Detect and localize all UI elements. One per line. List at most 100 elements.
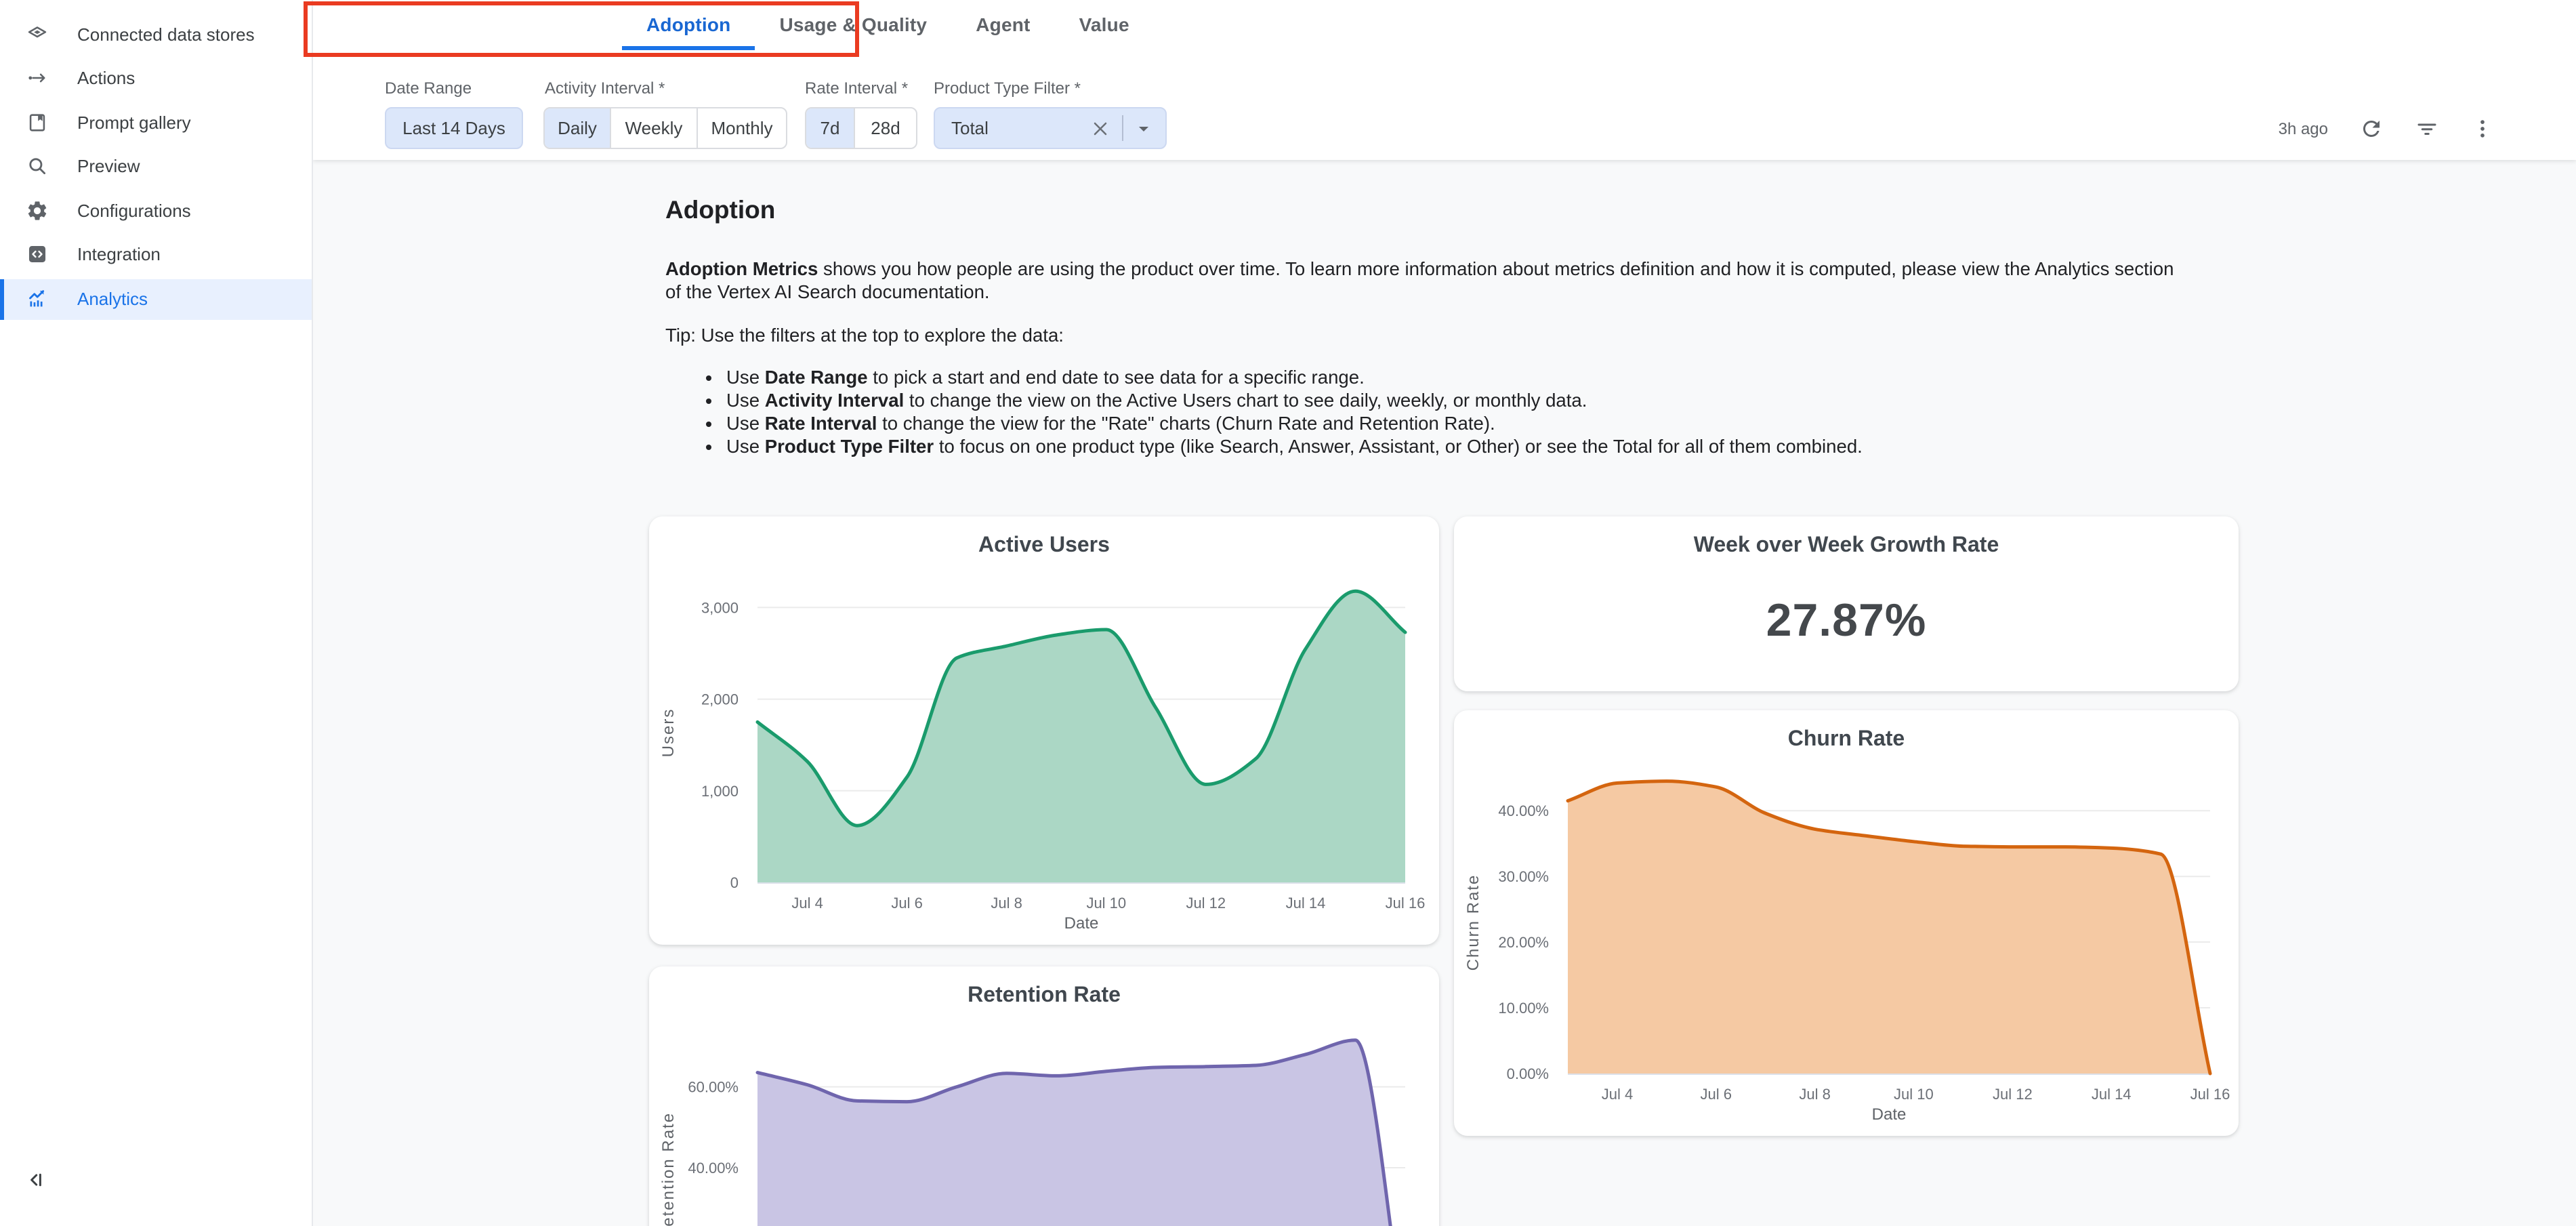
activity-interval-option-daily[interactable]: Daily (545, 108, 611, 148)
tip-bullet: Use Activity Interval to change the view… (726, 388, 2190, 411)
sidebar-item-label: Connected data stores (77, 24, 255, 44)
chart-title-retention-rate: Retention Rate (649, 966, 1439, 1008)
filter-icon[interactable] (2415, 116, 2439, 140)
sidebar-item-configurations[interactable]: Configurations (0, 190, 312, 231)
card-wow-growth-rate: Week over Week Growth Rate 27.87% (1454, 516, 2239, 691)
sidebar-item-connected-data-stores[interactable]: Connected data stores (0, 14, 312, 54)
svg-text:2,000: 2,000 (701, 691, 739, 708)
sidebar-item-analytics[interactable]: Analytics (0, 279, 312, 319)
stat-title-wow-growth: Week over Week Growth Rate (1454, 516, 2239, 558)
intro-paragraph: Adoption Metrics shows you how people ar… (665, 259, 2190, 304)
page-root: Connected data stores Actions Prompt galle… (0, 0, 2576, 1226)
svg-text:Jul 12: Jul 12 (1186, 895, 1226, 912)
sidebar-item-preview[interactable]: Preview (0, 146, 312, 187)
tip-bullet: Use Product Type Filter to focus on one … (726, 434, 2190, 457)
date-range-label: Date Range (385, 79, 472, 98)
sidebar-item-integration[interactable]: Integration (0, 234, 312, 275)
churn-rate-chart: 0.00% 10.00% 20.00% 30.00% 40.00% Jul 4 Jul 6 J… (1454, 758, 2239, 1143)
svg-text:40.00%: 40.00% (688, 1160, 739, 1177)
prompt-gallery-icon (26, 110, 49, 134)
svg-text:Jul 10: Jul 10 (1894, 1086, 1934, 1103)
activity-interval-option-weekly[interactable]: Weekly (611, 108, 698, 148)
svg-text:10.00%: 10.00% (1498, 1000, 1549, 1017)
preview-icon (26, 155, 49, 178)
svg-text:Jul 8: Jul 8 (1799, 1086, 1830, 1103)
active-users-chart: 01,0002,0003,000Jul 4Jul 6Jul 8Jul 10Jul… (649, 564, 1439, 952)
card-retention-rate: Retention Rate 0.00%20.00%40.00%60.00%Ju… (649, 966, 1439, 1226)
tip-bullet: Use Rate Interval to change the view for… (726, 411, 2190, 434)
tips-bullet-list: Use Date Range to pick a start and end d… (665, 365, 2190, 457)
chart-title-active-users: Active Users (649, 516, 1439, 558)
refresh-icon[interactable] (2359, 116, 2384, 140)
rate-interval-option-28d[interactable]: 28d (855, 108, 916, 148)
retention-rate-chart: 0.00%20.00%40.00%60.00%Jul 4Jul 6Jul 8Ju… (649, 1014, 1439, 1226)
tab-usage-quality[interactable]: Usage & Quality (755, 0, 951, 50)
product-type-filter-value: Total (951, 118, 1089, 138)
sidebar-item-actions[interactable]: Actions (0, 58, 312, 98)
stat-value-wow-growth: 27.87% (1454, 595, 2239, 648)
configurations-icon (26, 199, 49, 222)
card-churn-rate: Churn Rate 0.00% 10.00% 20.00% 30.00% 40.00%… (1454, 710, 2239, 1136)
svg-text:Jul 4: Jul 4 (1602, 1086, 1633, 1103)
sidebar-item-label: Preview (77, 157, 140, 177)
kebab-menu-icon[interactable] (2470, 116, 2495, 140)
page-title: Adoption (665, 195, 2190, 225)
svg-text:Jul 12: Jul 12 (1993, 1086, 2033, 1103)
svg-text:Jul 10: Jul 10 (1086, 895, 1126, 912)
intro-text-block: Adoption Adoption Metrics shows you how … (665, 195, 2190, 457)
sidebar-nav: Connected data stores Actions Prompt galle… (0, 14, 312, 319)
svg-text:40.00%: 40.00% (1498, 802, 1549, 819)
sidebar-collapse-button[interactable] (24, 1168, 47, 1191)
svg-text:Date: Date (1872, 1105, 1907, 1124)
tip-bullet: Use Date Range to pick a start and end d… (726, 365, 2190, 388)
svg-text:20.00%: 20.00% (1498, 934, 1549, 951)
content-area: Adoption Adoption Metrics shows you how … (313, 160, 2576, 1226)
main-area: AdoptionUsage & QualityAgentValue Date R… (313, 0, 2576, 1226)
sidebar-item-prompt-gallery[interactable]: Prompt gallery (0, 102, 312, 142)
actions-icon (26, 66, 49, 89)
tab-adoption[interactable]: Adoption (622, 0, 755, 50)
svg-text:Date: Date (1064, 914, 1099, 933)
svg-text:Jul 16: Jul 16 (2190, 1086, 2230, 1103)
svg-text:Jul 16: Jul 16 (1386, 895, 1426, 912)
header: AdoptionUsage & QualityAgentValue Date R… (313, 0, 2576, 160)
svg-text:Jul 14: Jul 14 (1286, 895, 1326, 912)
dropdown-divider (1122, 115, 1123, 141)
product-type-filter-dropdown[interactable]: Total (934, 107, 1167, 149)
activity-interval-option-monthly[interactable]: Monthly (698, 108, 786, 148)
rate-interval-segmented: 7d 28d (805, 107, 917, 149)
clear-icon[interactable] (1089, 117, 1111, 139)
data-stores-icon (26, 22, 49, 45)
sidebar: Connected data stores Actions Prompt galle… (0, 0, 313, 1226)
svg-text:60.00%: 60.00% (688, 1079, 739, 1096)
svg-text:Jul 6: Jul 6 (1701, 1086, 1732, 1103)
svg-text:Churn Rate: Churn Rate (1464, 874, 1482, 971)
svg-text:Jul 4: Jul 4 (791, 895, 823, 912)
svg-text:Retention Rate: Retention Rate (659, 1112, 678, 1226)
card-active-users: Active Users 01,0002,0003,000Jul 4Jul 6J… (649, 516, 1439, 945)
sidebar-item-label: Prompt gallery (77, 112, 191, 132)
header-meta: 3h ago (2279, 107, 2495, 149)
integration-icon (26, 243, 49, 266)
tab-value[interactable]: Value (1055, 0, 1154, 50)
tip-text: Tip: Use the filters at the top to explo… (665, 325, 2190, 348)
tab-bar: AdoptionUsage & QualityAgentValue (622, 0, 1154, 50)
svg-text:1,000: 1,000 (701, 783, 739, 800)
rate-interval-option-7d[interactable]: 7d (806, 108, 855, 148)
sidebar-item-label: Analytics (77, 289, 148, 309)
last-refreshed-text: 3h ago (2279, 119, 2328, 138)
tab-agent[interactable]: Agent (951, 0, 1054, 50)
date-range-chip[interactable]: Last 14 Days (385, 107, 523, 149)
activity-interval-label: Activity Interval * (545, 79, 665, 98)
activity-interval-segmented: Daily Weekly Monthly (543, 107, 787, 149)
date-range-value: Last 14 Days (402, 118, 505, 138)
sidebar-item-label: Actions (77, 68, 135, 88)
sidebar-item-label: Integration (77, 245, 161, 265)
svg-text:0.00%: 0.00% (1507, 1065, 1549, 1082)
svg-text:Jul 14: Jul 14 (2092, 1086, 2132, 1103)
svg-text:3,000: 3,000 (701, 599, 739, 616)
chart-title-churn-rate: Churn Rate (1454, 710, 2239, 752)
rate-interval-label: Rate Interval * (805, 79, 908, 98)
svg-text:30.00%: 30.00% (1498, 868, 1549, 885)
svg-text:Jul 6: Jul 6 (891, 895, 922, 912)
